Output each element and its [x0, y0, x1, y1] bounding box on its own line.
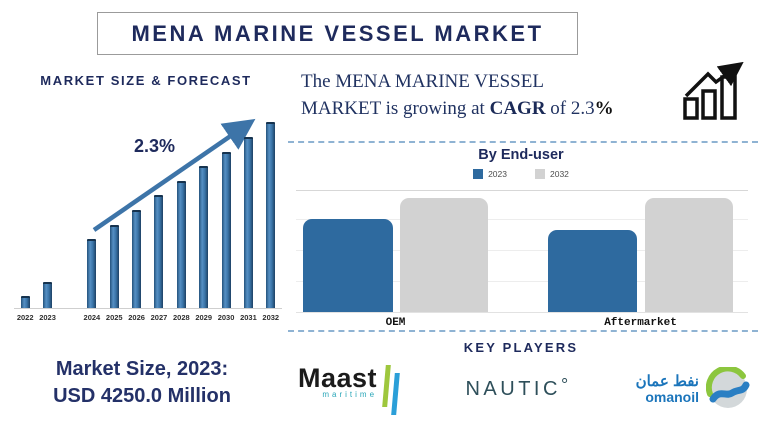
- key-players-title: KEY PLAYERS: [463, 340, 579, 355]
- bar: [243, 137, 253, 309]
- x-tick-label: 2027: [150, 313, 168, 322]
- cagr-annotation: 2.3%: [134, 136, 176, 156]
- page-title: MENA MARINE VESSEL MARKET: [131, 20, 544, 46]
- x-tick-label: 2029: [195, 313, 213, 322]
- x-tick-label: 2026: [128, 313, 145, 322]
- x-tick-label: 2022: [16, 313, 34, 322]
- omanoil-logo: نفط عمان omanoil: [636, 367, 750, 411]
- gridline: [296, 219, 748, 220]
- key-players-logos-row: Maast maritime NAUTIC ° نفط عمان omanoil: [298, 360, 750, 418]
- x-tick-label: 2023: [39, 313, 56, 322]
- forecast-bar-2032: 2032: [260, 122, 282, 322]
- growth-line1: The MENA MARINE VESSEL: [301, 71, 544, 92]
- forecast-axis-baseline: [14, 308, 282, 309]
- enduser-bar-OEM-2032: [400, 198, 488, 312]
- enduser-chart-title: By End-user: [478, 147, 564, 163]
- legend-item-2032: 2032: [535, 169, 569, 179]
- x-tick-label: 2024: [83, 313, 101, 322]
- enduser-category-label-OEM: OEM: [385, 317, 406, 329]
- maast-logo: Maast maritime: [298, 364, 400, 415]
- gridline: [296, 250, 748, 251]
- x-tick-label: 2028: [172, 313, 190, 322]
- growth-chart-icon: [683, 62, 744, 120]
- forecast-bar-2023: 2023: [36, 282, 58, 322]
- forecast-bar-2024: 2024: [81, 239, 103, 322]
- growth-middle: of 2.3: [545, 98, 595, 119]
- gridline: [296, 281, 748, 282]
- x-tick-label: 2025: [105, 313, 123, 322]
- forecast-bar-2026: 2026: [125, 210, 147, 322]
- enduser-category-label-Aftermarket: Aftermarket: [604, 317, 677, 329]
- legend-label: 2032: [550, 169, 569, 179]
- forecast-bars-row: 2022 2023 2024 2025 2026 2027 2028 2029 2030 2031…: [14, 122, 282, 322]
- bar: [43, 282, 53, 309]
- forecast-bar-2031: 2031: [237, 137, 259, 322]
- title-banner: MENA MARINE VESSEL MARKET: [97, 12, 578, 55]
- nautic-degree-mark: °: [560, 374, 569, 395]
- omanoil-wordmark: نفط عمان omanoil: [636, 373, 699, 405]
- forecast-bar-2025: 2025: [103, 225, 125, 322]
- bar: [176, 181, 186, 309]
- x-tick-label: 2030: [217, 313, 235, 322]
- forecast-bar-2028: 2028: [170, 181, 192, 322]
- enduser-bar-Aftermarket-2032: [645, 198, 733, 312]
- bar: [199, 166, 209, 309]
- enduser-bar-chart: OEM Aftermarket: [296, 190, 748, 330]
- nautic-logo: NAUTIC °: [465, 374, 569, 401]
- bar: [109, 225, 119, 309]
- dashed-divider-top: [288, 141, 758, 143]
- enduser-bar-Aftermarket-2023: [548, 230, 637, 312]
- dashed-divider-bottom: [288, 330, 758, 332]
- enduser-plot-area: [296, 190, 748, 313]
- market-size-line2: USD 4250.0 Million: [53, 385, 231, 407]
- growth-percent: %: [594, 98, 614, 119]
- forecast-bar-2030: 2030: [215, 152, 237, 322]
- maast-name: Maast: [298, 362, 378, 393]
- legend-item-2023: 2023: [473, 169, 507, 179]
- growth-line2-prefix: MARKET is growing at: [301, 98, 490, 119]
- bar: [132, 210, 142, 309]
- cagr-word: CAGR: [489, 98, 546, 119]
- forecast-bar-2022: 2022: [14, 296, 36, 322]
- bar: [266, 122, 276, 309]
- bar: [20, 296, 30, 309]
- enduser-legend: 2023 2032: [290, 169, 752, 179]
- legend-label: 2023: [488, 169, 507, 179]
- legend-swatch: [473, 169, 484, 179]
- bar: [221, 152, 231, 309]
- maast-wordmark: Maast maritime: [298, 364, 377, 399]
- bar: [154, 195, 164, 309]
- omanoil-circle-wave-icon: [705, 367, 750, 408]
- maast-subtext: maritime: [322, 389, 378, 399]
- growth-statement: The MENA MARINE VESSEL MARKET is growing …: [301, 68, 675, 122]
- nautic-wordmark: NAUTIC: [465, 377, 561, 400]
- omanoil-arabic-text: نفط عمان: [635, 373, 699, 390]
- x-tick-label: 2031: [240, 313, 257, 322]
- x-tick-label: 2032: [262, 313, 280, 322]
- enduser-bar-OEM-2023: [303, 219, 393, 312]
- maast-double-stripe-icon: [382, 364, 400, 415]
- forecast-chart-title: MARKET SIZE & FORECAST: [40, 73, 252, 88]
- market-size-caption: Market Size, 2023: USD 4250.0 Million: [6, 356, 278, 410]
- market-size-line1: Market Size, 2023:: [55, 358, 229, 380]
- bar: [87, 239, 97, 309]
- legend-swatch: [535, 169, 545, 179]
- omanoil-name: omanoil: [645, 389, 699, 405]
- forecast-bar-chart: 2.3% 2022 2023 2024 2025 2026 2027 2028 2029 203…: [14, 116, 282, 322]
- forecast-bar-2027: 2027: [148, 195, 170, 322]
- forecast-bar-2029: 2029: [193, 166, 215, 322]
